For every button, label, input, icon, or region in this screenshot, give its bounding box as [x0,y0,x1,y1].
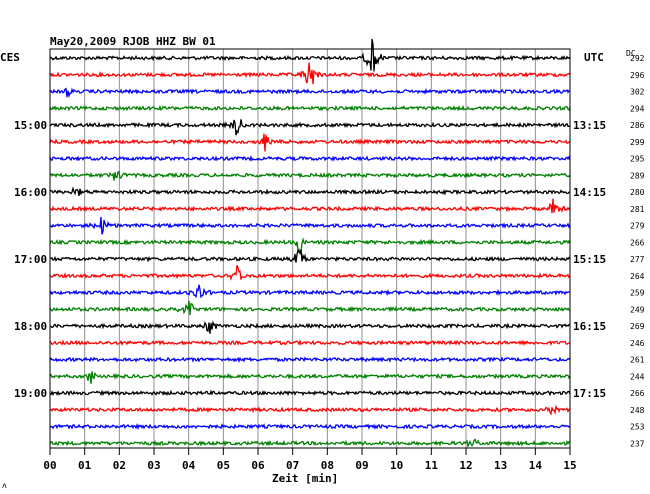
x-tick-label: 10 [390,459,403,472]
trace-line [49,371,571,384]
trace-line [49,119,571,136]
trace-line [49,133,571,152]
plot-frame [49,48,571,449]
x-tick-label: 02 [113,459,126,472]
right-time-label: 13:15 [573,119,606,132]
left-time-label: 19:00 [14,387,47,400]
corner-mark: ʌ [2,481,7,490]
x-tick-label: 09 [355,459,368,472]
dc-offset-label: 266 [630,238,645,247]
dc-offset-label: 279 [630,222,645,231]
dc-offset-label: 280 [630,188,645,197]
dc-offset-label: 281 [630,205,645,214]
trace-line [49,170,571,181]
trace-line [49,264,571,281]
x-tick-label: 04 [182,459,196,472]
x-tick-label: 14 [529,459,543,472]
dc-offset-label: 296 [630,71,645,80]
time-grid [84,49,536,448]
x-axis-title: Zeit [min] [272,472,338,485]
right-time-label: 14:15 [573,186,606,199]
x-tick-label: 03 [147,459,160,472]
x-tick-label: 11 [425,459,439,472]
x-tick-label: 00 [43,459,56,472]
right-time-label: 15:15 [573,253,606,266]
trace-line [49,87,571,99]
trace-line [49,300,571,316]
right-timezone-label: UTC [584,51,604,64]
trace-line [49,438,571,449]
trace-line [49,38,571,72]
dc-offset-label: 286 [630,121,645,130]
dc-offset-label: 264 [630,272,645,281]
trace-lines [49,38,571,449]
trace-line [49,404,571,416]
trace-line [49,198,571,214]
dc-offset-label: 244 [630,372,645,381]
dc-offset-label: 249 [630,305,645,314]
left-time-label: 18:00 [14,320,47,333]
x-tick-label: 05 [217,459,230,472]
trace-line [49,320,571,334]
dc-offset-label: 266 [630,389,645,398]
dc-offset-label: 292 [630,54,645,63]
trace-line [49,237,571,256]
dc-offset-label: 246 [630,339,645,348]
left-time-label: 16:00 [14,186,47,199]
dc-offset-label: 253 [630,423,645,432]
dc-offset-label: 269 [630,322,645,331]
trace-line [49,216,571,235]
chart-title: May20,2009 RJOB HHZ BW 01 [50,35,216,48]
trace-line [49,62,571,85]
dc-offset-label: 248 [630,406,645,415]
dc-offset-label: 302 [630,88,645,97]
dc-offset-label: 295 [630,155,645,164]
x-tick-label: 01 [78,459,92,472]
dc-offset-label: 259 [630,289,645,298]
left-time-label: 17:00 [14,253,47,266]
trace-line [49,155,571,162]
dc-offset-label: 299 [630,138,645,147]
right-time-label: 17:15 [573,387,606,400]
dc-offset-label: 261 [630,356,645,365]
trace-line [49,389,571,397]
axis-labels: 00 01 02 03 04 05 06 07 08 09 10 11 12 13 14 15 292 296 30… [14,54,645,472]
x-tick-label: 12 [459,459,472,472]
x-tick-label: 07 [286,459,299,472]
left-time-label: 15:00 [14,119,47,132]
trace-line [49,104,571,112]
trace-line [49,339,571,347]
dc-offset-label: 289 [630,171,645,180]
x-tick-label: 06 [251,459,265,472]
trace-line [50,248,571,263]
dc-offset-label: 277 [630,255,645,264]
x-tick-label: 15 [563,459,576,472]
x-tick-label: 08 [321,459,334,472]
right-time-label: 16:15 [573,320,606,333]
trace-line [49,186,570,197]
trace-line [49,356,571,364]
x-tick-label: 13 [494,459,507,472]
trace-line [49,422,571,431]
left-timezone-label: CES [0,51,20,64]
dc-offset-label: 237 [630,439,645,448]
dc-header-label: DC [626,49,636,58]
trace-line [49,284,571,299]
dc-offset-label: 294 [630,104,645,113]
